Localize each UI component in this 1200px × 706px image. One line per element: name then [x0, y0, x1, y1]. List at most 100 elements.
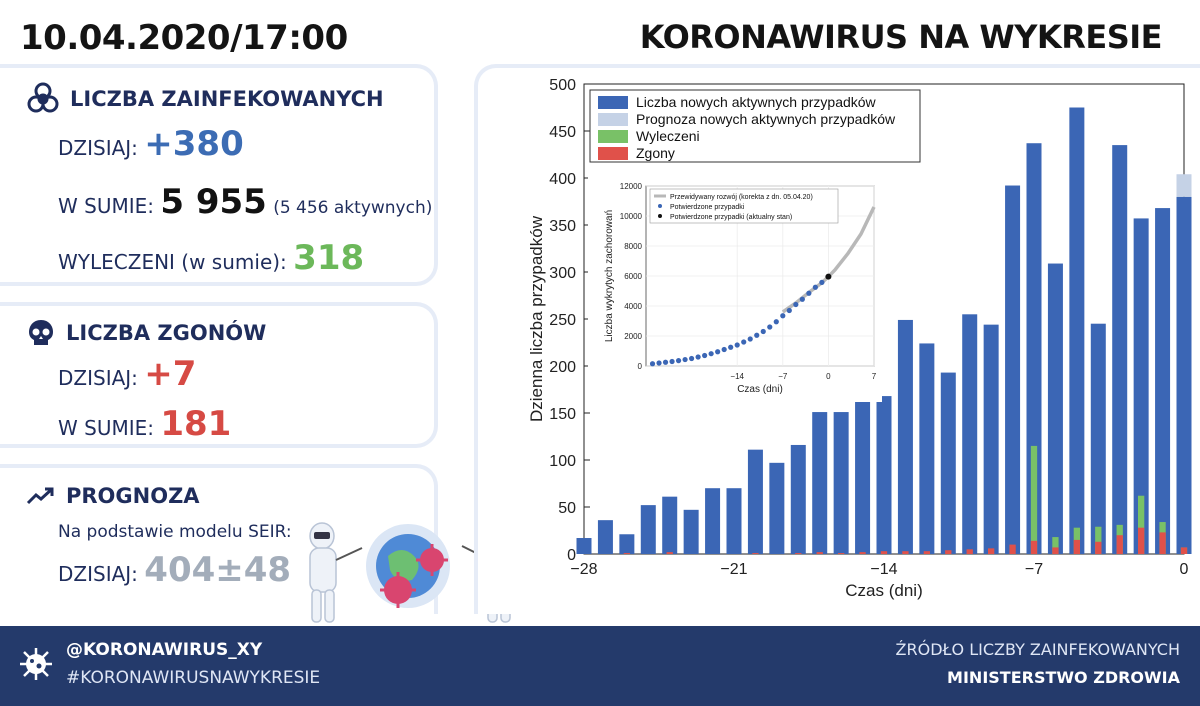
deaths-total-row: W SUMIE: 181 — [58, 404, 231, 444]
inset-confirmed-point — [806, 290, 812, 296]
inset-y-axis-label: Liczba wykrytych zachorowań — [604, 210, 615, 342]
recovered-value: 318 — [293, 238, 365, 278]
deaths-bar — [902, 551, 909, 554]
inset-confirmed-point — [669, 358, 675, 365]
inset-legend-entry: Potwierdzone przypadki (aktualny stan) — [670, 214, 792, 221]
infected-total-value: 5 955 — [160, 182, 267, 222]
deaths-bar — [1009, 544, 1016, 554]
inset-x-tick-label: 7 — [872, 372, 877, 381]
x-tick-label: 0 — [1180, 561, 1189, 578]
deaths-today-row: DZISIAJ: +7 — [58, 354, 196, 394]
deaths-bar — [1030, 540, 1038, 554]
x-tick-label: −21 — [720, 561, 747, 578]
virus-logo-icon — [20, 648, 52, 680]
forecast-heading-row: PROGNOZA — [26, 484, 200, 508]
deaths-bar — [1137, 527, 1145, 554]
deaths-today-label: DZISIAJ: — [58, 366, 138, 390]
inset-confirmed-point — [695, 354, 701, 360]
deaths-heading-row: LICZBA ZGONÓW — [26, 318, 266, 348]
infected-today-value: +380 — [144, 124, 244, 164]
infected-heading: LICZBA ZAINFEKOWANYCH — [70, 87, 384, 111]
inset-confirmed-point — [747, 336, 753, 342]
inset-confirmed-point — [799, 296, 805, 302]
active-cases-bar — [1005, 185, 1021, 554]
active-cases-bar — [919, 343, 935, 554]
x-tick-label: −14 — [870, 561, 897, 578]
deaths-bar — [666, 552, 673, 554]
legend-swatch — [598, 96, 628, 109]
inset-x-tick-label: 0 — [826, 372, 831, 381]
inset-confirmed-point — [754, 332, 760, 338]
inset-confirmed-point — [793, 301, 799, 308]
trend-up-icon — [26, 487, 54, 505]
active-cases-bar — [1155, 208, 1171, 554]
inset-y-tick-label: 12000 — [620, 182, 643, 191]
recovered-bar — [1095, 526, 1102, 554]
deaths-bar — [816, 552, 823, 554]
inset-y-tick-label: 8000 — [624, 242, 642, 251]
y-tick-label: 150 — [549, 406, 576, 423]
inset-confirmed-point — [734, 342, 740, 348]
inset-confirmed-point — [780, 313, 786, 319]
active-cases-bar — [683, 509, 699, 554]
deaths-bar — [1052, 547, 1059, 554]
active-cases-bar — [769, 462, 785, 554]
deaths-bar — [987, 548, 995, 554]
footer-hashtag[interactable]: #KORONAWIRUSNAWYKRESIE — [66, 668, 321, 688]
legend-entry: Zgony — [636, 145, 675, 161]
active-cases-bar — [1112, 145, 1128, 554]
footer-bar: @KORONAWIRUS_XY #KORONAWIRUSNAWYKRESIE Ź… — [0, 626, 1200, 706]
legend-swatch — [598, 130, 628, 143]
biohazard-icon — [27, 82, 59, 113]
inset-confirmed-point — [760, 328, 766, 335]
x-axis-label: Czas (dni) — [845, 581, 922, 600]
deaths-heading: LICZBA ZGONÓW — [66, 321, 267, 345]
inset-confirmed-point — [689, 355, 695, 362]
inset-confirmed-point — [662, 359, 669, 365]
forecast-model-note: Na podstawie modelu SEIR: — [58, 522, 292, 542]
recovered-bar — [1030, 445, 1038, 554]
footer-source-label: ŹRÓDŁO LICZBY ZAINFEKOWANYCH — [895, 640, 1180, 659]
active-cases-bar — [1133, 218, 1149, 555]
footer-handle[interactable]: @KORONAWIRUS_XY — [66, 640, 263, 660]
active-cases-bar — [747, 449, 763, 554]
inset-legend-box — [649, 188, 839, 224]
active-cases-bar — [876, 396, 892, 554]
active-cases-bar — [940, 372, 956, 554]
legend-entry: Liczba nowych aktywnych przypadków — [636, 94, 877, 110]
y-tick-label: 500 — [549, 77, 576, 94]
inset-confirmed-point — [773, 319, 779, 325]
y-tick-label: 350 — [549, 218, 576, 235]
deaths-bar — [1180, 547, 1188, 554]
skull-icon — [29, 320, 53, 345]
inset-confirmed-point — [715, 349, 721, 355]
active-cases-bar — [726, 488, 742, 554]
inset-confirmed-point — [728, 344, 734, 350]
legend-entry: Wyleczeni — [636, 128, 700, 144]
y-tick-label: 0 — [567, 547, 576, 564]
inset-y-tick-label: 6000 — [624, 272, 642, 281]
y-axis-label: Dzienna liczba przypadków — [527, 215, 546, 422]
recovered-row: WYLECZENI (w sumie): 318 — [58, 238, 364, 278]
inset-confirmed-point — [708, 351, 714, 357]
infected-today-label: DZISIAJ: — [58, 136, 138, 160]
active-cases-bar — [640, 505, 656, 554]
inset-confirmed-point — [675, 358, 682, 364]
inset-legend-entry: Potwierdzone przypadki — [670, 204, 745, 211]
y-tick-label: 250 — [549, 312, 576, 329]
inset-confirmed-point — [819, 279, 825, 285]
legend-swatch — [598, 147, 628, 160]
forecast-card: PROGNOZA Na podstawie modelu SEIR: DZISI… — [0, 464, 438, 614]
y-tick-label: 300 — [549, 265, 576, 282]
deaths-bar — [945, 550, 952, 554]
recovered-label: WYLECZENI (w sumie): — [58, 250, 287, 274]
inset-legend-entry: Przewidywany rozwój (korekta z dn. 05.04… — [670, 194, 813, 201]
active-cases-bar — [619, 534, 635, 554]
y-tick-label: 400 — [549, 171, 576, 188]
active-cases-bar — [1176, 196, 1192, 555]
active-cases-bar — [983, 324, 999, 554]
recovered-bar — [1137, 495, 1145, 554]
forecast-today-row: DZISIAJ: 404±48 — [58, 550, 291, 590]
infected-total-label: W SUMIE: — [58, 194, 154, 218]
inset-confirmed-point — [786, 307, 792, 314]
